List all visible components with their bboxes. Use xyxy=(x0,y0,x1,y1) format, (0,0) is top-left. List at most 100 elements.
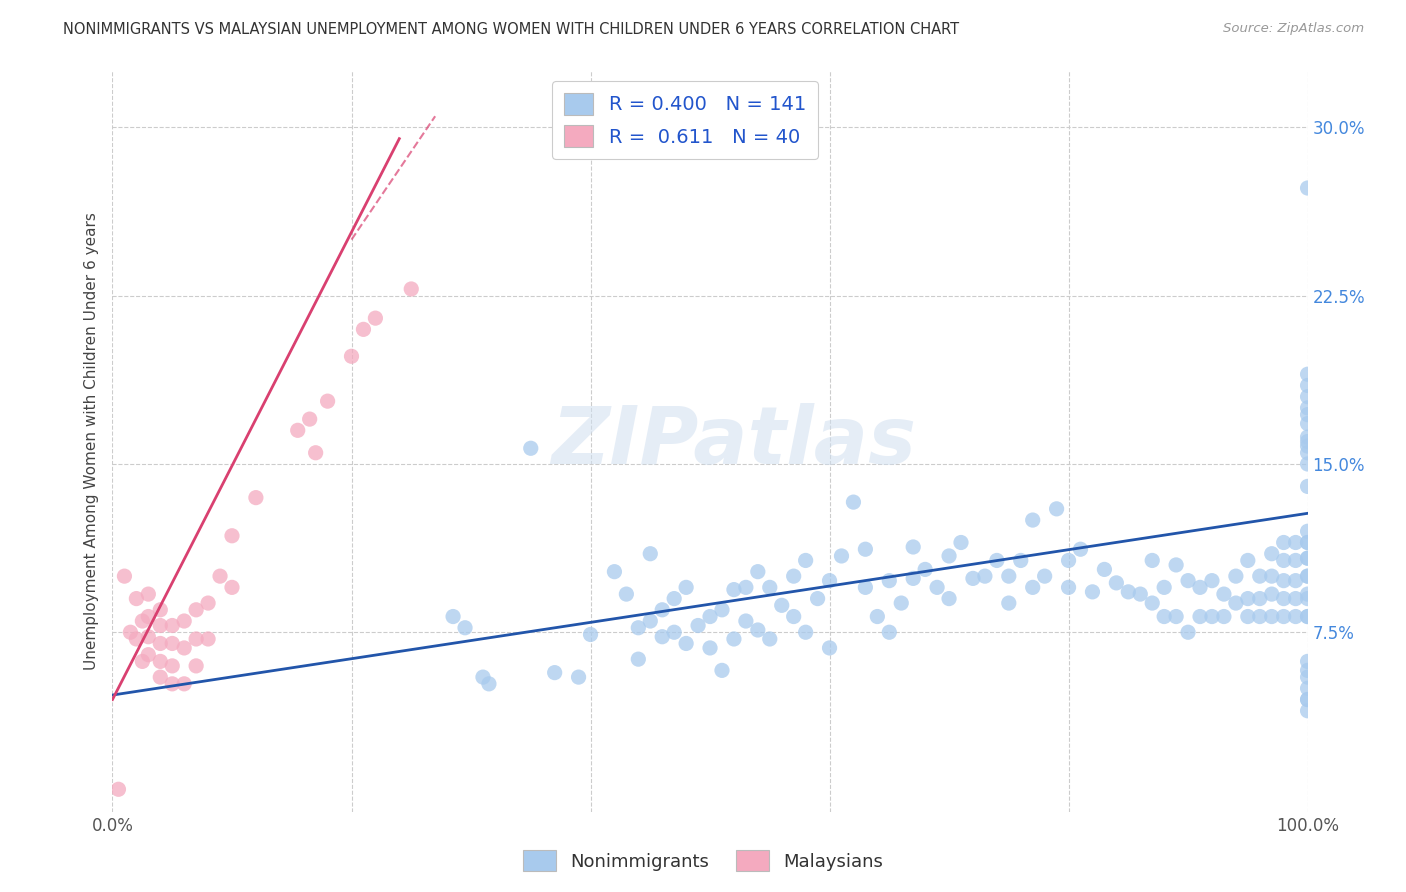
Point xyxy=(818,640,841,655)
Point xyxy=(998,596,1021,610)
Point xyxy=(1296,408,1319,422)
Point xyxy=(747,623,769,637)
Point xyxy=(1057,580,1080,594)
Point xyxy=(1296,439,1319,453)
Point xyxy=(1296,591,1319,606)
Point xyxy=(1201,574,1223,588)
Point xyxy=(1033,569,1056,583)
Point xyxy=(735,614,758,628)
Point xyxy=(173,640,195,655)
Point xyxy=(855,542,877,557)
Point xyxy=(1296,390,1319,404)
Point xyxy=(938,591,960,606)
Point xyxy=(1296,378,1319,392)
Point xyxy=(221,580,243,594)
Point xyxy=(107,782,129,797)
Point xyxy=(962,571,984,585)
Point xyxy=(543,665,565,680)
Point xyxy=(1296,609,1319,624)
Point xyxy=(890,596,912,610)
Point xyxy=(520,442,543,456)
Point xyxy=(1296,430,1319,444)
Point xyxy=(1225,596,1247,610)
Point xyxy=(1296,446,1319,460)
Point xyxy=(664,591,686,606)
Point xyxy=(735,580,758,594)
Point xyxy=(1129,587,1152,601)
Point xyxy=(120,625,142,640)
Point xyxy=(131,614,153,628)
Point xyxy=(1261,547,1284,561)
Point xyxy=(1296,692,1319,706)
Point xyxy=(173,614,195,628)
Legend: R = 0.400   N = 141, R =  0.611   N = 40: R = 0.400 N = 141, R = 0.611 N = 40 xyxy=(553,81,818,159)
Point xyxy=(1272,609,1295,624)
Point xyxy=(998,569,1021,583)
Point xyxy=(125,591,148,606)
Point xyxy=(1296,401,1319,415)
Point xyxy=(149,618,172,632)
Point xyxy=(986,553,1008,567)
Point xyxy=(903,571,925,585)
Point xyxy=(1249,569,1271,583)
Point xyxy=(1296,524,1319,539)
Point xyxy=(1070,542,1092,557)
Point xyxy=(1296,654,1319,668)
Point xyxy=(1296,535,1319,549)
Point xyxy=(640,547,662,561)
Point xyxy=(1022,513,1045,527)
Point xyxy=(747,565,769,579)
Point xyxy=(162,659,183,673)
Point xyxy=(1285,574,1308,588)
Point xyxy=(1272,535,1295,549)
Point xyxy=(938,549,960,563)
Point xyxy=(579,627,602,641)
Point xyxy=(1296,587,1319,601)
Point xyxy=(1225,569,1247,583)
Point xyxy=(1213,587,1236,601)
Text: ZIPatlas: ZIPatlas xyxy=(551,402,917,481)
Point xyxy=(1046,501,1069,516)
Point xyxy=(472,670,495,684)
Point xyxy=(197,632,219,646)
Point xyxy=(879,625,901,640)
Point xyxy=(831,549,853,563)
Y-axis label: Unemployment Among Women with Children Under 6 years: Unemployment Among Women with Children U… xyxy=(83,212,98,671)
Point xyxy=(1022,580,1045,594)
Point xyxy=(305,446,328,460)
Point xyxy=(138,630,160,644)
Point xyxy=(1249,609,1271,624)
Point xyxy=(794,553,817,567)
Point xyxy=(627,652,650,666)
Point xyxy=(974,569,997,583)
Point xyxy=(759,632,782,646)
Point xyxy=(131,654,153,668)
Point xyxy=(807,591,830,606)
Point xyxy=(340,349,363,363)
Point xyxy=(699,609,721,624)
Point xyxy=(1272,574,1295,588)
Point xyxy=(173,677,195,691)
Point xyxy=(352,322,374,336)
Point xyxy=(627,621,650,635)
Point xyxy=(842,495,865,509)
Point xyxy=(1296,681,1319,696)
Point xyxy=(1081,585,1104,599)
Point xyxy=(138,587,160,601)
Point xyxy=(782,569,804,583)
Point xyxy=(818,574,841,588)
Point xyxy=(616,587,638,601)
Point xyxy=(1296,181,1319,195)
Point xyxy=(454,621,477,635)
Point xyxy=(1153,580,1175,594)
Point xyxy=(699,640,721,655)
Point xyxy=(759,580,782,594)
Point xyxy=(1296,417,1319,431)
Point xyxy=(1237,591,1260,606)
Point xyxy=(401,282,423,296)
Point xyxy=(197,596,219,610)
Point xyxy=(478,677,501,691)
Point xyxy=(245,491,267,505)
Point xyxy=(1177,574,1199,588)
Point xyxy=(664,625,686,640)
